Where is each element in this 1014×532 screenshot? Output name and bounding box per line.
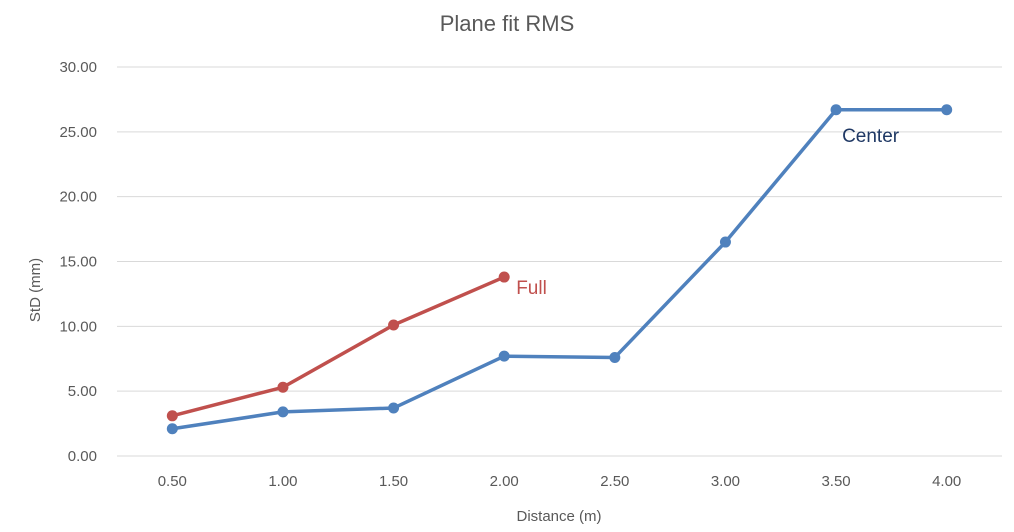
series-layer: Full Center (166, 104, 953, 435)
x-tick-label: 4.00 (932, 473, 961, 490)
x-tick-label: 1.50 (379, 473, 408, 490)
y-tick-label: 10.00 (59, 318, 97, 335)
data-point-center (830, 104, 842, 116)
series-label-full: Full (516, 278, 547, 299)
x-tick-label: 2.50 (600, 473, 629, 490)
y-tick-label: 0.00 (68, 448, 97, 465)
data-point-center (166, 423, 178, 435)
data-point-center (719, 236, 731, 248)
x-tick-label: 3.50 (821, 473, 850, 490)
x-axis-title: Distance (m) (516, 508, 601, 525)
series-line-center (170, 108, 949, 431)
y-tick-label: 25.00 (59, 124, 97, 141)
data-point-full (498, 271, 510, 283)
x-tick-label: 2.00 (490, 473, 519, 490)
data-point-full (388, 319, 400, 331)
y-axis-ticks: 0.00 5.00 10.00 15.00 20.00 25.00 30.00 (59, 59, 97, 465)
data-point-center (609, 351, 621, 363)
series-line-full (170, 275, 506, 418)
y-tick-label: 20.00 (59, 189, 97, 206)
x-axis-ticks: 0.50 1.00 1.50 2.00 2.50 3.00 3.50 4.00 (158, 473, 962, 490)
data-point-full (166, 410, 178, 422)
data-point-center (388, 402, 400, 414)
y-axis-title: StD (mm) (27, 258, 44, 322)
x-tick-label: 1.00 (268, 473, 297, 490)
y-tick-label: 30.00 (59, 59, 97, 76)
x-tick-label: 3.00 (711, 473, 740, 490)
chart-title: Plane fit RMS (440, 11, 575, 36)
series-label-center: Center (842, 126, 900, 147)
data-point-center (941, 104, 953, 116)
y-tick-label: 5.00 (68, 383, 97, 400)
data-point-center (277, 406, 289, 418)
data-point-full (277, 381, 289, 393)
x-tick-label: 0.50 (158, 473, 187, 490)
y-tick-label: 15.00 (59, 254, 97, 271)
data-point-center (498, 350, 510, 362)
